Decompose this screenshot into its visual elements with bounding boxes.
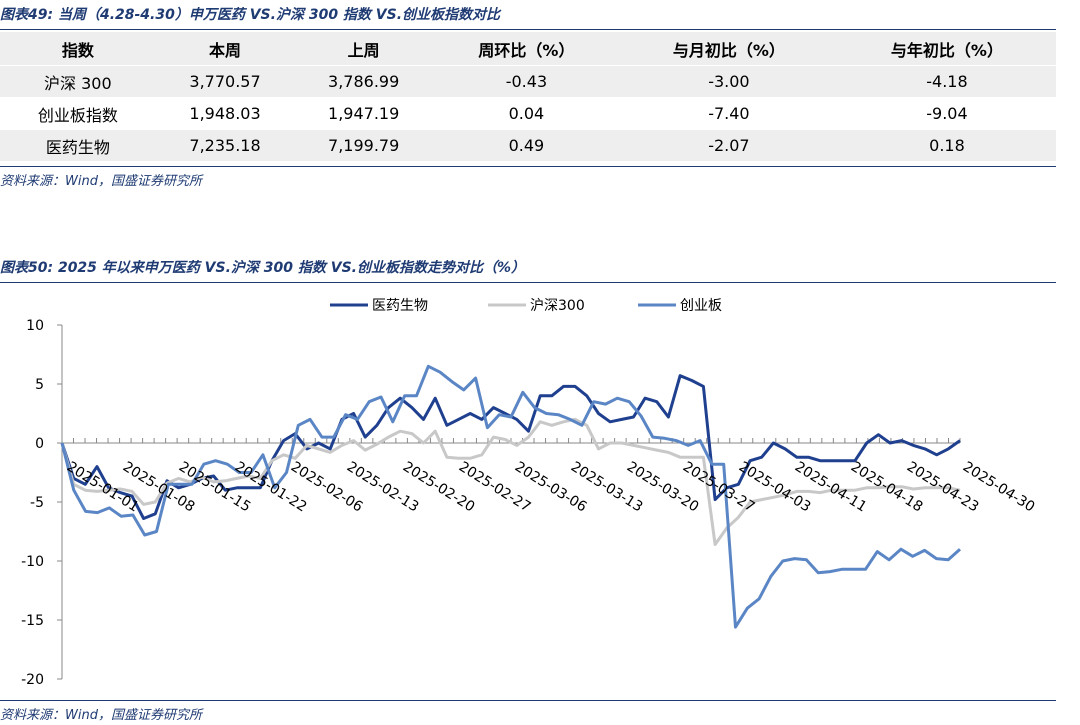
legend-label: 医药生物: [372, 298, 428, 314]
chart-bottom-rule: [0, 700, 1056, 701]
cell-this-week: 7,235.18: [155, 129, 295, 161]
y-tick-label: -20: [21, 672, 44, 688]
cell-index: 沪深 300: [0, 65, 156, 98]
cell-wow: 0.49: [432, 129, 620, 161]
chart-caption-rule: [0, 282, 1056, 283]
series-line-2: [60, 417, 961, 546]
cell-wow: -0.43: [432, 65, 620, 98]
cell-last-week: 3,786.99: [294, 65, 433, 98]
cell-mtd: -7.40: [619, 97, 838, 130]
table-row: 创业板指数 1,948.03 1,947.19 0.04 -7.40 -9.04: [0, 97, 1056, 130]
cell-index: 医药生物: [0, 129, 156, 161]
cell-mtd: -3.00: [619, 65, 838, 98]
table-header-row: 指数 本周 上周 周环比（%） 与月初比（%） 与年初比（%）: [0, 32, 1056, 66]
header-mtd: 与月初比（%）: [619, 32, 838, 66]
series-line-3: [60, 364, 962, 629]
header-wow: 周环比（%）: [432, 32, 620, 66]
table-row: 医药生物 7,235.18 7,199.79 0.49 -2.07 0.18: [0, 129, 1056, 161]
cell-ytd: -9.04: [837, 97, 1056, 130]
table-caption: 图表49: 当周（4.28-4.30）申万医药 VS.沪深 300 指数 VS.…: [0, 7, 501, 23]
header-ytd: 与年初比（%）: [837, 32, 1056, 66]
y-tick-label: -5: [30, 495, 44, 511]
cell-this-week: 1,948.03: [155, 97, 295, 130]
y-tick-label: 10: [26, 318, 44, 334]
index-comparison-table: 指数 本周 上周 周环比（%） 与月初比（%） 与年初比（%） 沪深 300 3…: [0, 32, 1056, 161]
y-tick-label: -10: [21, 554, 44, 570]
y-tick-label: -15: [21, 613, 44, 629]
table-source-note: 资料来源：Wind，国盛证券研究所: [0, 174, 202, 189]
trend-line-chart: 1050-5-10-15-202025-01-012025-01-082025-…: [21, 298, 1037, 688]
cell-ytd: -4.18: [837, 65, 1056, 98]
cell-last-week: 1,947.19: [294, 97, 433, 130]
table-row: 沪深 300 3,770.57 3,786.99 -0.43 -3.00 -4.…: [0, 65, 1056, 98]
table-caption-rule: [0, 29, 1056, 30]
y-tick-label: 0: [35, 436, 44, 452]
cell-this-week: 3,770.57: [155, 65, 295, 98]
legend-label: 沪深300: [530, 298, 585, 314]
table-bottom-rule: [0, 166, 1056, 167]
y-tick-label: 5: [35, 377, 44, 393]
cell-ytd: 0.18: [837, 129, 1056, 161]
chart-source-note: 资料来源：Wind，国盛证券研究所: [0, 708, 202, 723]
cell-wow: 0.04: [432, 97, 620, 130]
cell-last-week: 7,199.79: [294, 129, 433, 161]
cell-index: 创业板指数: [0, 97, 156, 130]
header-last-week: 上周: [294, 32, 433, 66]
header-index: 指数: [0, 32, 156, 66]
header-this-week: 本周: [155, 32, 295, 66]
cell-mtd: -2.07: [619, 129, 838, 161]
chart-caption: 图表50: 2025 年以来申万医药 VS.沪深 300 指数 VS.创业板指数…: [0, 260, 526, 276]
legend-label: 创业板: [680, 298, 722, 314]
